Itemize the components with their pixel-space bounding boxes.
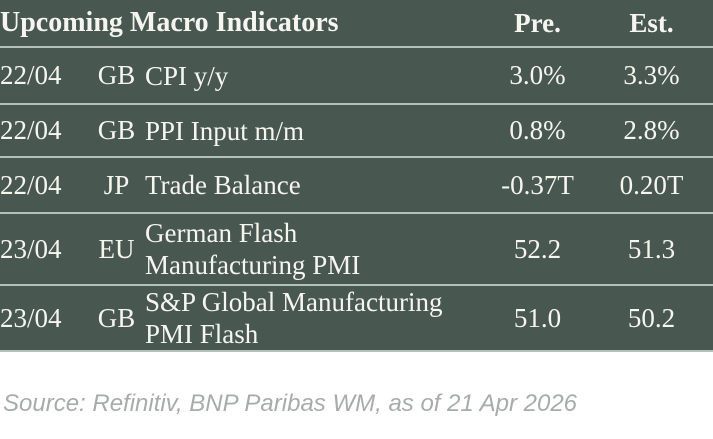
indicator-line: S&P Global Manufacturing [145,287,443,317]
source-note: Source: Refinitiv, BNP Paribas WM, as of… [3,390,578,417]
cell-indicator: PPI Input m/m [145,104,485,157]
cell-date: 22/04 [0,60,62,90]
cell-est-value: 50.2 [627,302,676,333]
column-header-est: Est. [629,7,674,38]
table-header-row: Upcoming Macro Indicators Pre. Est. [0,0,713,47]
indicator-line: Manufacturing PMI [145,250,361,280]
column-header-pre: Pre. [514,7,561,38]
cell-country: GB [97,115,136,145]
cell-pre-value: 51.0 [513,302,562,333]
cell-country: JP [103,169,130,200]
cell-pre-value: -0.37T [501,169,574,200]
cell-pre-value: 3.0% [509,60,566,90]
cell-date: 23/04 [0,233,62,264]
cell-indicator: Trade Balance [145,157,485,213]
cell-indicator: S&P Global Manufacturing PMI Flash [145,285,485,351]
indicator-line: German Flash [145,218,298,248]
cell-pre-value: 52.2 [513,233,562,264]
indicator-line: CPI y/y [145,60,229,91]
table-row: 22/04 JP Trade Balance -0.37T 0.20T [0,157,713,213]
cell-country: GB [97,302,136,333]
table-row: 23/04 EU German Flash Manufacturing PMI … [0,213,713,285]
cell-est-value: 51.3 [627,233,676,264]
cell-est-value: 2.8% [623,115,680,145]
cell-pre-value: 0.8% [509,115,566,145]
cell-est-value: 0.20T [619,169,684,200]
cell-est-value: 3.3% [623,60,680,90]
cell-indicator: CPI y/y [145,47,485,104]
indicator-line: PPI Input m/m [145,115,305,146]
table-row: 22/04 GB PPI Input m/m 0.8% 2.8% [0,104,713,157]
macro-indicators-table: Upcoming Macro Indicators Pre. Est. 22/0… [0,0,713,352]
cell-country: GB [97,60,136,90]
cell-country: EU [98,233,135,264]
table-title: Upcoming Macro Indicators [0,7,339,38]
cell-indicator: German Flash Manufacturing PMI [145,213,485,285]
cell-date: 22/04 [0,169,62,200]
indicator-line: PMI Flash [145,319,259,349]
cell-date: 22/04 [0,115,62,145]
indicator-line: Trade Balance [145,170,301,200]
table-row: 22/04 GB CPI y/y 3.0% 3.3% [0,47,713,104]
table-row: 23/04 GB S&P Global Manufacturing PMI Fl… [0,285,713,351]
cell-date: 23/04 [0,302,62,333]
